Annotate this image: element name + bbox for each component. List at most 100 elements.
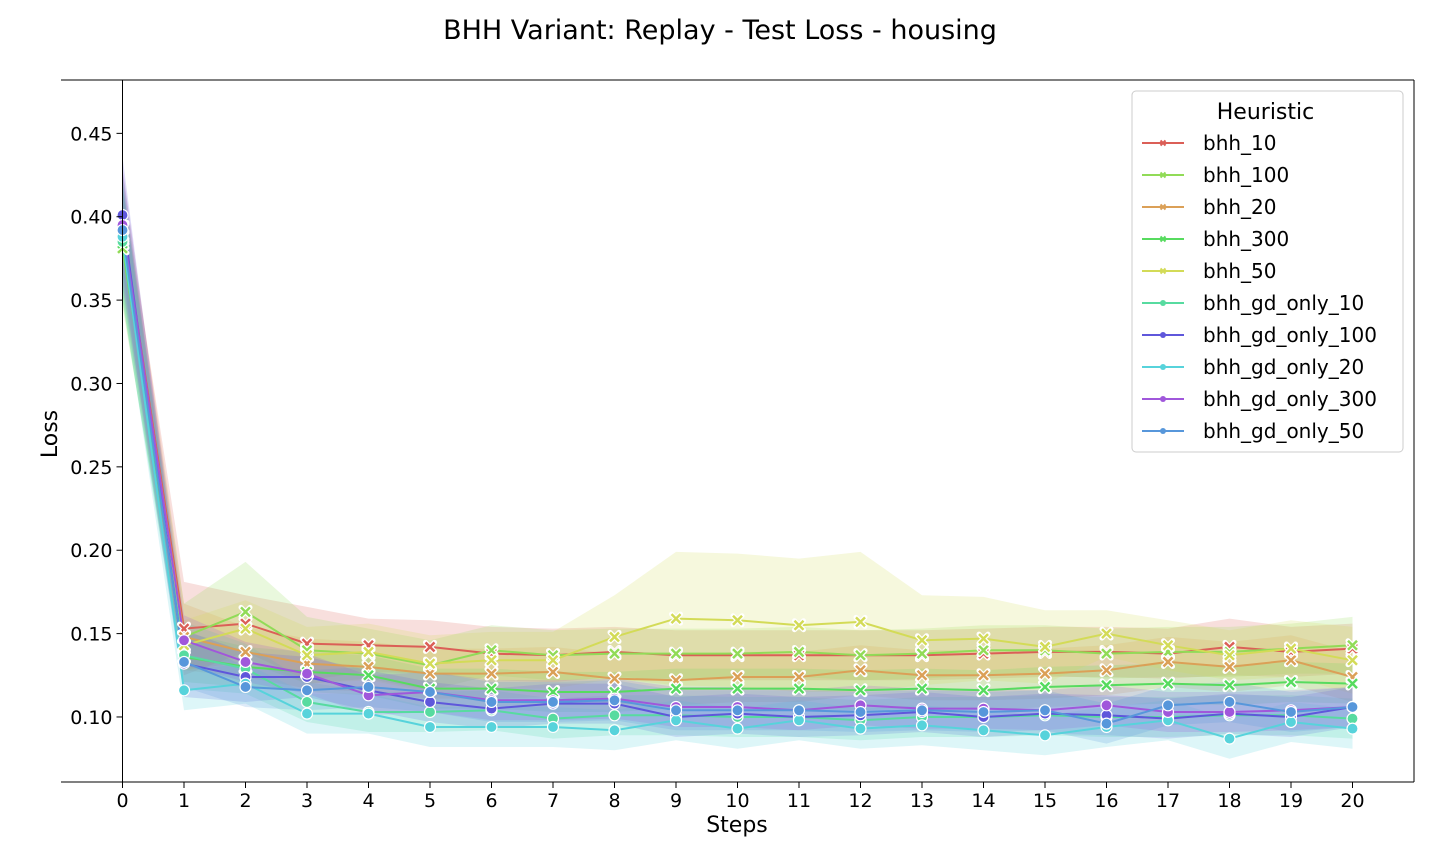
- x-tick-label: 17: [1156, 790, 1180, 812]
- x-tick-label: 5: [424, 790, 436, 812]
- marker-bhh_gd_only_20: [608, 724, 621, 737]
- marker-bhh_gd_only_300: [1223, 705, 1236, 719]
- x-tick-label: 6: [485, 790, 497, 812]
- marker-bhh_gd_only_50: [854, 705, 867, 719]
- x-tick-label: 13: [910, 790, 934, 812]
- legend-item-bhh_300: bhh_300: [1142, 227, 1289, 251]
- legend-item-bhh_20: bhh_20: [1142, 195, 1277, 219]
- marker-bhh_20: [1222, 659, 1237, 674]
- marker-bhh_gd_only_20: [792, 714, 806, 727]
- marker-bhh_gd_only_50: [1346, 700, 1359, 714]
- marker-bhh_gd_only_20: [915, 719, 929, 732]
- legend-swatch-marker: [1159, 139, 1167, 147]
- x-tick-label: 4: [362, 790, 374, 812]
- marker-bhh_gd_only_20: [1284, 715, 1298, 729]
- marker-bhh_100: [1099, 646, 1114, 661]
- legend: Heuristic bhh_10 bhh_100 bhh_20 bhh_300 bhh_5…: [1131, 90, 1404, 453]
- y-tick-label: 0.10: [70, 707, 112, 729]
- marker-bhh_gd_only_10: [300, 695, 314, 709]
- marker-bhh_gd_only_50: [300, 684, 314, 697]
- legend-label: bhh_gd_only_300: [1203, 387, 1377, 411]
- marker-bhh_20: [1161, 654, 1175, 669]
- y-tick-label: 0.15: [70, 624, 112, 646]
- legend-label: bhh_gd_only_50: [1203, 419, 1364, 443]
- marker-bhh_20: [484, 666, 499, 681]
- legend-item-bhh_gd_only_10: bhh_gd_only_10: [1142, 291, 1364, 315]
- marker-bhh_100: [1345, 638, 1360, 653]
- marker-bhh_gd_only_300: [177, 634, 191, 647]
- y-axis-label: Loss: [38, 410, 63, 458]
- marker-bhh_gd_only_10: [423, 705, 437, 719]
- marker-bhh_20: [423, 666, 437, 681]
- marker-bhh_50: [730, 613, 745, 628]
- marker-bhh_50: [1161, 638, 1175, 653]
- marker-bhh_300: [853, 683, 868, 698]
- marker-bhh_gd_only_50: [1161, 699, 1175, 712]
- legend-label: bhh_100: [1203, 163, 1289, 187]
- marker-bhh_300: [546, 684, 560, 699]
- marker-bhh_gd_only_20: [485, 720, 498, 734]
- marker-bhh_gd_only_50: [1100, 717, 1113, 730]
- x-axis-label: Steps: [706, 813, 768, 838]
- marker-bhh_gd_only_50: [362, 680, 375, 694]
- marker-bhh_gd_only_20: [300, 707, 314, 720]
- legend-swatch-marker: [1159, 267, 1167, 275]
- marker-bhh_gd_only_50: [669, 704, 683, 717]
- marker-bhh_50: [853, 614, 868, 629]
- legend-swatch-marker: [1159, 235, 1167, 243]
- legend-item-bhh_10: bhh_10: [1142, 131, 1277, 155]
- x-tick-label: 3: [301, 790, 313, 812]
- marker-bhh_300: [1099, 678, 1114, 693]
- legend-item-bhh_gd_only_300: bhh_gd_only_300: [1142, 387, 1377, 411]
- x-tick-label: 14: [971, 790, 995, 812]
- marker-bhh_gd_only_20: [177, 684, 191, 697]
- legend-item-bhh_100: bhh_100: [1142, 163, 1289, 187]
- marker-bhh_50: [915, 633, 929, 648]
- legend-box: [1131, 90, 1404, 453]
- series-markers: [115, 208, 1360, 745]
- marker-bhh_gd_only_20: [1038, 729, 1052, 742]
- marker-bhh_10: [423, 639, 437, 654]
- y-tick-label: 0.35: [70, 290, 112, 312]
- marker-bhh_gd_only_20: [362, 707, 375, 720]
- marker-bhh_20: [792, 669, 806, 684]
- marker-bhh_gd_only_50: [977, 705, 990, 719]
- legend-label: bhh_10: [1203, 131, 1277, 155]
- marker-bhh_300: [361, 668, 376, 683]
- x-tick-label: 9: [670, 790, 682, 812]
- legend-label: bhh_gd_only_100: [1203, 323, 1377, 347]
- marker-bhh_gd_only_50: [239, 680, 252, 694]
- band-bhh_gd_only_20: [122, 178, 1353, 759]
- y-tick-label: 0.20: [70, 540, 112, 562]
- legend-item-bhh_gd_only_50: bhh_gd_only_50: [1142, 419, 1364, 443]
- legend-item-bhh_gd_only_100: bhh_gd_only_100: [1142, 323, 1377, 347]
- legend-label: bhh_20: [1203, 195, 1277, 219]
- marker-bhh_50: [1345, 653, 1360, 668]
- chart-title: BHH Variant: Replay - Test Loss - housin…: [443, 15, 997, 46]
- marker-bhh_100: [238, 604, 253, 619]
- marker-bhh_gd_only_50: [546, 695, 560, 709]
- marker-bhh_gd_only_50: [915, 704, 929, 717]
- marker-bhh_300: [976, 683, 991, 698]
- x-tick-label: 8: [608, 790, 620, 812]
- marker-bhh_gd_only_50: [423, 685, 437, 699]
- legend-label: bhh_gd_only_20: [1203, 355, 1364, 379]
- x-tick-label: 15: [1033, 790, 1057, 812]
- marker-bhh_gd_only_50: [485, 695, 498, 709]
- x-tick-label: 10: [725, 790, 749, 812]
- marker-bhh_300: [1161, 676, 1175, 691]
- marker-bhh_50: [484, 653, 499, 668]
- legend-swatch-marker: [1159, 171, 1167, 179]
- marker-bhh_gd_only_20: [546, 720, 560, 734]
- x-tick-label: 7: [547, 790, 559, 812]
- marker-bhh_50: [238, 621, 253, 636]
- marker-bhh_300: [669, 681, 683, 696]
- marker-bhh_gd_only_50: [177, 655, 191, 669]
- x-tick-label: 18: [1217, 790, 1241, 812]
- legend-swatch-marker: [1160, 428, 1166, 434]
- marker-bhh_100: [730, 646, 745, 661]
- marker-bhh_gd_only_300: [239, 655, 252, 669]
- marker-bhh_300: [1038, 679, 1052, 694]
- marker-bhh_300: [915, 681, 929, 696]
